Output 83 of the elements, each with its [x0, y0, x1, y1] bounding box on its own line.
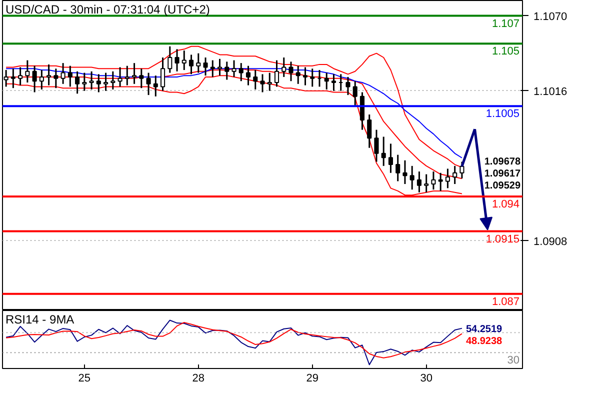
x-tick-label: 29: [306, 372, 318, 384]
candlestick: [374, 129, 379, 163]
ref-line-label: 1.094: [492, 198, 520, 211]
candlestick: [438, 172, 443, 192]
candlestick: [168, 46, 172, 74]
candlestick: [203, 56, 208, 76]
candlestick: [288, 60, 294, 82]
candlestick: [396, 154, 400, 182]
text: 1.09529: [484, 180, 521, 192]
candlestick: [25, 60, 30, 84]
candlestick: [445, 168, 450, 189]
candlestick: [232, 60, 236, 78]
candlestick: [96, 73, 101, 93]
ref-line-label: 1.087: [492, 296, 520, 308]
x-tick-label: 28: [192, 372, 205, 384]
candlestick: [410, 165, 414, 190]
candlestick: [118, 66, 122, 88]
candlestick: [246, 65, 251, 86]
candlestick: [39, 69, 44, 90]
candlestick: [217, 58, 222, 76]
candlestick: [196, 52, 201, 74]
ref-line-label: 1.107: [492, 18, 520, 30]
candlestick: [224, 60, 230, 80]
candlestick: [60, 62, 66, 85]
candlestick: [431, 170, 436, 190]
candlestick: [367, 114, 372, 149]
candlestick: [160, 56, 166, 92]
candlestick: [104, 72, 108, 92]
data-label: 54.2519: [466, 324, 503, 335]
y-tick-label: 1.1016: [534, 86, 568, 98]
candlestick: [460, 161, 464, 180]
candlestick: [282, 56, 286, 78]
candlestick: [331, 73, 336, 92]
candlestick: [388, 142, 393, 174]
candlestick: [174, 48, 180, 72]
candlestick: [260, 73, 265, 93]
text: 1.09678: [484, 156, 521, 168]
candlestick: [452, 165, 458, 185]
candlestick: [238, 62, 244, 82]
candlestick: [346, 76, 350, 96]
text: 1.09617: [484, 168, 521, 180]
candlestick: [153, 74, 158, 98]
candlestick: [296, 65, 300, 85]
x-tick-label: 30: [420, 372, 432, 384]
candlestick: [402, 160, 408, 185]
candlestick: [274, 60, 280, 88]
chart-title: USD/CAD - 30min - 07:31:04 (UTC+2): [6, 2, 210, 16]
candlestick: [267, 72, 272, 92]
candlestick: [82, 72, 87, 92]
ref-line-label: 1.0915: [486, 233, 520, 246]
ref-line-label: 1.1005: [486, 108, 520, 120]
data-label: 48.9238: [466, 336, 503, 347]
candlestick: [89, 70, 94, 90]
candlestick: [68, 65, 72, 88]
chart-title: RSI14 - 9MA: [6, 312, 74, 326]
y-tick-label: 1.1070: [534, 10, 568, 23]
candlestick: [360, 92, 365, 131]
candlestick: [146, 72, 151, 96]
candlestick: [352, 80, 358, 107]
candlestick: [188, 54, 194, 75]
candlestick: [124, 65, 130, 86]
candlestick: [46, 64, 52, 86]
candlestick: [75, 70, 80, 94]
candlestick: [32, 65, 37, 93]
candlestick: [381, 136, 386, 167]
candlestick: [253, 69, 258, 90]
candlestick: [424, 174, 429, 194]
candlestick: [182, 50, 186, 71]
candlestick: [302, 66, 308, 86]
ref-line-label: 30: [507, 354, 520, 367]
x-tick-label: 25: [78, 372, 91, 384]
y-tick-label: 1.0908: [534, 236, 568, 248]
candlestick: [18, 66, 23, 86]
candlestick: [110, 70, 116, 90]
candlestick: [132, 62, 137, 85]
candlestick: [10, 68, 16, 89]
candlestick: [139, 68, 144, 89]
candlestick: [54, 68, 58, 89]
candlestick: [324, 72, 329, 90]
candlestick: [210, 60, 215, 78]
candlestick: [416, 170, 422, 194]
ref-line-label: 1.105: [492, 46, 520, 58]
candlestick: [310, 68, 315, 88]
